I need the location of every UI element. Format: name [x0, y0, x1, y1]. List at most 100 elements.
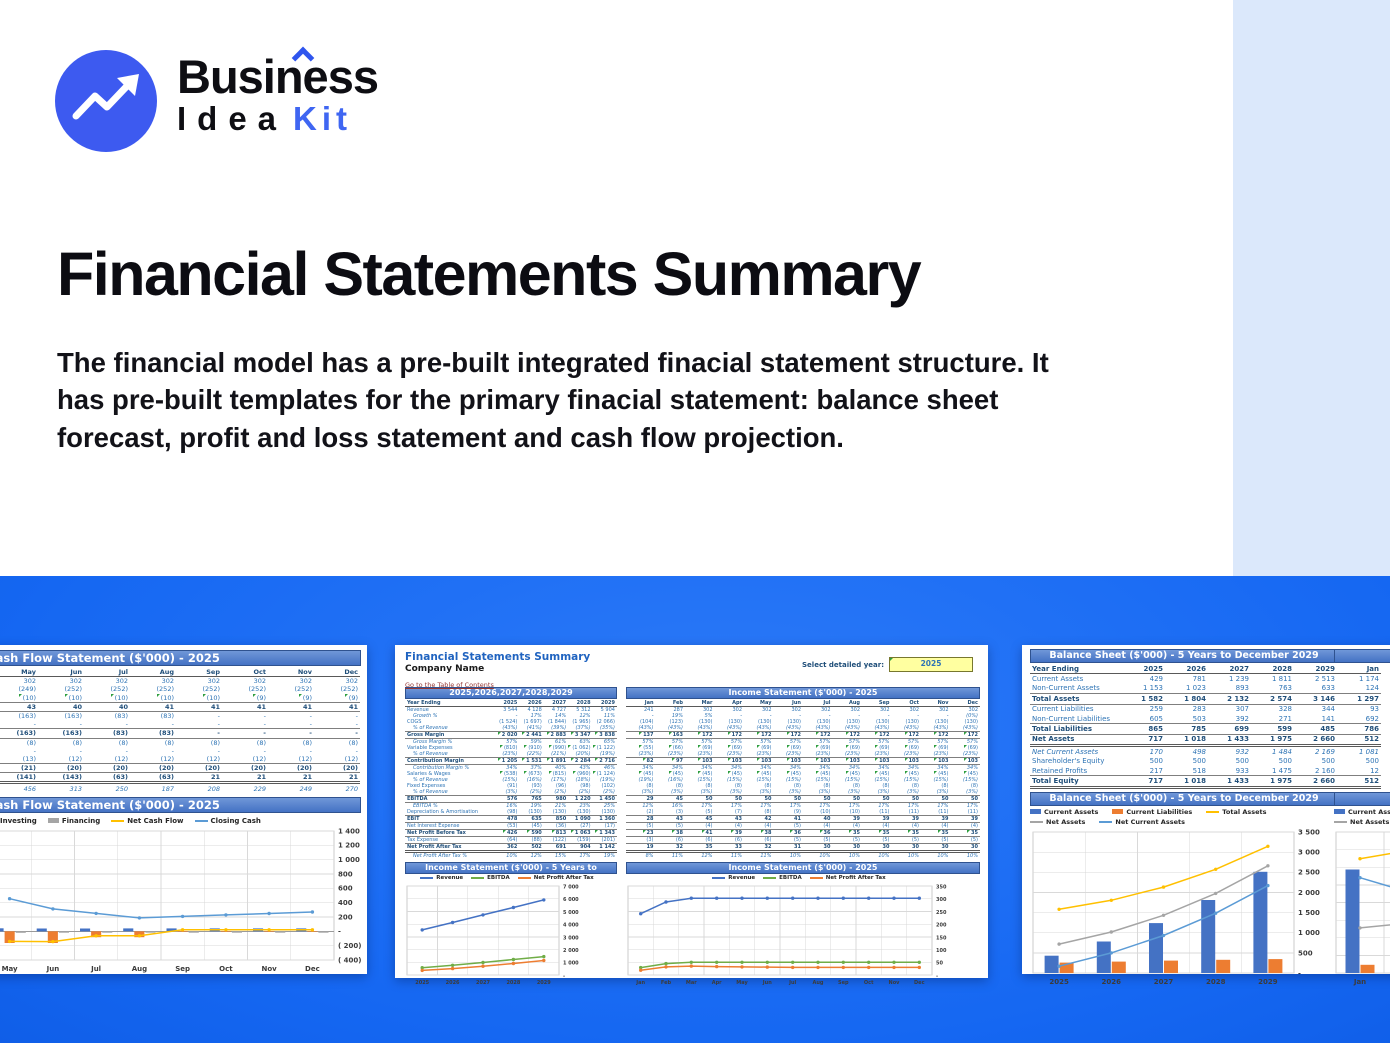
value-cell: (45): [531, 823, 542, 829]
value-cell: 500: [1321, 757, 1335, 766]
value-cell: -: [176, 728, 222, 739]
svg-text:50: 50: [936, 961, 943, 967]
value-cell: (96): [555, 783, 567, 789]
value-cell: (12): [160, 754, 174, 763]
value-cell: (8): [911, 783, 919, 789]
column-header-row: Jan: [1334, 664, 1381, 675]
value-cell: 57%: [819, 739, 831, 745]
value-cell: 34%: [701, 765, 713, 771]
bar-Current Liabilities: [1268, 958, 1283, 973]
value-cell: -: [79, 746, 82, 755]
value-cell: 498: [1192, 747, 1206, 756]
value-cell: (15%): [933, 777, 949, 783]
value-cell: (23%): [756, 751, 772, 757]
value-cell: -: [314, 728, 360, 739]
bar-Current Assets: [1253, 871, 1268, 973]
brand-line2-dark: Idea: [177, 100, 288, 138]
value-cell: 34%: [789, 765, 801, 771]
column-header-cell: 2027: [543, 700, 569, 707]
svg-text:Jun: Jun: [46, 965, 60, 973]
select-year-input[interactable]: 2025: [889, 657, 973, 672]
value-cell: 229: [253, 784, 266, 793]
value-cell: (252): [340, 685, 358, 694]
svg-text:Nov: Nov: [261, 965, 277, 973]
bar-Investing: [47, 930, 58, 943]
bar-Financing: [145, 930, 156, 933]
value-cell: 259: [1149, 705, 1163, 714]
income-yearly-table-mount: Year Ending 2025 2026 2027 2028 2029 Revenue 3 …: [405, 700, 617, 859]
value-cell: (1 062): [568, 745, 592, 751]
value-cell: (8): [941, 783, 949, 789]
value-cell: (12): [68, 754, 82, 763]
value-cell: (130): [528, 809, 542, 815]
value-cell: (4): [823, 823, 831, 829]
value-cell: 43%: [579, 765, 591, 771]
value-cell: 163: [655, 731, 685, 739]
value-cell: 35: [685, 843, 715, 853]
value-cell: 41: [130, 701, 176, 712]
income-monthly-table-mount: Jan Feb Mar Apr May Jun Jul Aug Sep Oct Nov Dec 241 2…: [626, 700, 980, 859]
row-label-cell: EBIT: [405, 815, 495, 823]
value-cell: 30: [862, 843, 892, 853]
value-cell: (5): [882, 837, 890, 843]
chart-svg: Jan: [1335, 831, 1390, 986]
svg-text:2025: 2025: [415, 980, 429, 986]
balance-monthly-chart-header: [1334, 791, 1390, 806]
column-header-row: May Jun Jul Aug Sep Oct Nov Dec: [0, 668, 360, 678]
value-cell: -: [355, 720, 358, 729]
value-cell: -: [858, 713, 860, 719]
value-cell: 37%: [530, 765, 542, 771]
value-cell: (1 122): [592, 745, 617, 751]
value-cell: 1 975: [1251, 775, 1294, 789]
value-cell: (43%): [638, 725, 654, 731]
value-cell: (43%): [844, 725, 860, 731]
value-cell: 57%: [848, 739, 860, 745]
value-cell: 57%: [878, 739, 890, 745]
svg-text:500: 500: [1298, 949, 1313, 957]
table-row: 43 40 40 41 41 41 41 41: [0, 701, 360, 712]
value-cell: 3 347: [568, 731, 593, 739]
column-header-cell: Aug: [832, 700, 862, 707]
svg-text:1 200: 1 200: [338, 841, 360, 849]
value-cell: (130): [905, 719, 919, 725]
table-row: --------: [0, 747, 360, 755]
value-cell: (21): [0, 763, 38, 774]
table-of-contents-link[interactable]: Go to the Table of Contents: [405, 681, 494, 689]
legend-item: Closing Cash: [194, 817, 261, 825]
legend-item: Financing: [47, 817, 100, 825]
spreadsheet-table: Year Ending 2025 2026 2027 2028 2029 Current A…: [1030, 664, 1337, 789]
value-cell: 781: [1192, 675, 1206, 684]
value-cell: (45): [803, 771, 833, 777]
value-cell: 35: [921, 829, 951, 837]
value-cell: 10%: [848, 853, 860, 859]
value-cell: (20): [176, 763, 222, 774]
value-cell: 1 142: [592, 843, 617, 853]
svg-text:Aug: Aug: [132, 965, 147, 973]
svg-text:2026: 2026: [1102, 978, 1122, 986]
value-cell: 28: [626, 815, 656, 823]
svg-text:Jul: Jul: [788, 980, 796, 986]
value-cell: 103: [744, 757, 774, 765]
value-cell: 590: [519, 829, 544, 837]
income-yearly-table-header: 2025,2026,2027,2028,2029: [405, 687, 617, 699]
value-cell: (990): [544, 745, 568, 751]
value-cell: (815): [544, 771, 568, 777]
value-cell: -: [263, 720, 266, 729]
value-cell: (69): [892, 745, 922, 751]
value-cell: 302: [909, 707, 919, 713]
bar-Current Liabilities: [1360, 964, 1375, 973]
table-row: Contribution Margin 1 205 1 531 1 891 2 284 2…: [405, 757, 617, 765]
value-cell: (23%): [962, 751, 978, 757]
legend-item: Net Assets: [1030, 818, 1085, 826]
value-cell: -: [125, 746, 128, 755]
value-cell: (6): [705, 837, 713, 843]
value-cell: (15%): [874, 777, 890, 783]
value-cell: 328: [1278, 705, 1292, 714]
line-Revenue: [640, 897, 920, 915]
company-name: Company Name: [405, 664, 485, 674]
balance-monthly-table-mount: Jan 1 174 124 1 297 93 692 786 512 1 081 500 12 512: [1334, 664, 1390, 789]
svg-text:2027: 2027: [476, 980, 490, 986]
value-cell: 34%: [819, 765, 831, 771]
value-cell: 32: [744, 843, 774, 853]
